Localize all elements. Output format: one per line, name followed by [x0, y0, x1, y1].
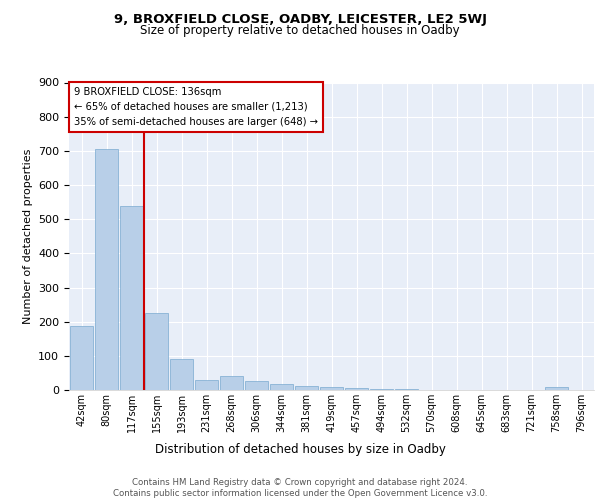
Bar [145, 314, 168, 390]
Text: Distribution of detached houses by size in Oadby: Distribution of detached houses by size … [155, 442, 445, 456]
Bar [195, 380, 218, 390]
Bar [170, 359, 193, 390]
Bar [370, 388, 393, 390]
Bar [70, 326, 93, 390]
Text: Size of property relative to detached houses in Oadby: Size of property relative to detached ho… [140, 24, 460, 37]
Y-axis label: Number of detached properties: Number of detached properties [23, 148, 32, 324]
Bar [270, 384, 293, 390]
Bar [245, 382, 268, 390]
Bar [320, 388, 343, 390]
Bar [220, 376, 243, 390]
Bar [295, 386, 318, 390]
Bar [395, 389, 418, 390]
Text: 9, BROXFIELD CLOSE, OADBY, LEICESTER, LE2 5WJ: 9, BROXFIELD CLOSE, OADBY, LEICESTER, LE… [113, 12, 487, 26]
Bar [95, 149, 118, 390]
Bar [345, 388, 368, 390]
Text: 9 BROXFIELD CLOSE: 136sqm
← 65% of detached houses are smaller (1,213)
35% of se: 9 BROXFIELD CLOSE: 136sqm ← 65% of detac… [74, 87, 318, 126]
Bar [120, 206, 143, 390]
Text: Contains HM Land Registry data © Crown copyright and database right 2024.
Contai: Contains HM Land Registry data © Crown c… [113, 478, 487, 498]
Bar [545, 387, 568, 390]
